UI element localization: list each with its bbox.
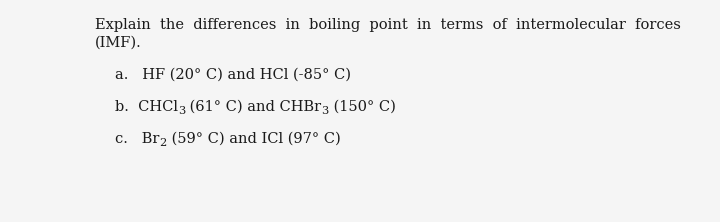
Text: (150° C): (150° C) <box>328 100 395 114</box>
Text: c.   Br: c. Br <box>115 132 159 146</box>
Text: 3: 3 <box>321 106 328 116</box>
Text: (59° C) and ICl (97° C): (59° C) and ICl (97° C) <box>166 132 341 146</box>
Text: 3: 3 <box>178 106 185 116</box>
Text: Explain  the  differences  in  boiling  point  in  terms  of  intermolecular  fo: Explain the differences in boiling point… <box>95 18 681 32</box>
Text: (IMF).: (IMF). <box>95 36 142 50</box>
Text: a.   HF (20° C) and HCl (-85° C): a. HF (20° C) and HCl (-85° C) <box>115 68 351 82</box>
Text: 2: 2 <box>159 138 166 148</box>
Text: b.  CHCl: b. CHCl <box>115 100 178 114</box>
Text: (61° C) and CHBr: (61° C) and CHBr <box>185 100 321 114</box>
